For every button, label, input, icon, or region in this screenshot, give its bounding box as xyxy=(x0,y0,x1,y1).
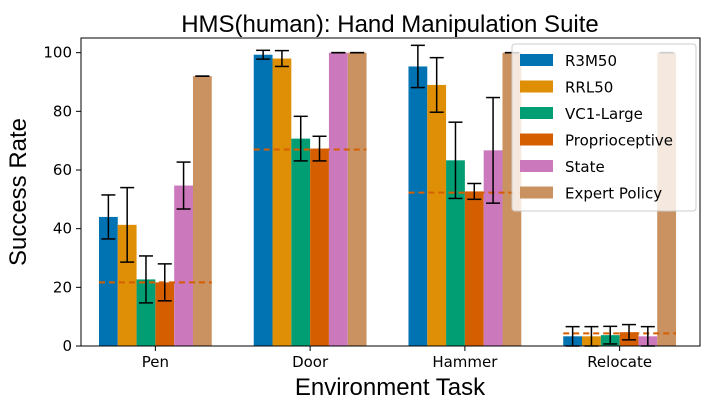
bar-proprioceptive-hammer xyxy=(464,191,484,346)
error-bar-vc1-large-hammer xyxy=(448,121,463,200)
bar-state-pen xyxy=(174,185,193,346)
x-axis: Pen Door Hammer Relocate xyxy=(142,346,652,371)
error-bar-vc1-large-door xyxy=(293,115,308,162)
bar-vc1-large-hammer xyxy=(446,160,465,346)
error-bar-proprioceptive-pen xyxy=(157,263,172,302)
chart-title: HMS(human): Hand Manipulation Suite xyxy=(181,11,599,38)
bar-r3m50-door xyxy=(253,54,273,346)
bar-state-door xyxy=(328,52,348,347)
legend-swatch-proprioceptive xyxy=(520,133,553,146)
legend-label-state: State xyxy=(565,158,605,176)
error-bar-rrl50-door xyxy=(274,49,289,68)
error-bar-r3m50-hammer xyxy=(410,44,425,89)
x-tick-label-pen: Pen xyxy=(142,353,169,371)
bar-proprioceptive-pen xyxy=(155,282,175,346)
bar-r3m50-hammer xyxy=(408,66,428,346)
y-tick-label: 0 xyxy=(62,337,72,355)
bars-layer xyxy=(98,52,677,347)
x-tick-label-relocate: Relocate xyxy=(587,353,652,371)
error-bar-proprioceptive-relocate xyxy=(622,323,637,341)
y-axis-title: Success Rate xyxy=(5,118,32,266)
legend-swatch-expert-policy xyxy=(520,186,553,199)
y-tick-label: 40 xyxy=(53,220,72,238)
legend-label-expert-policy: Expert Policy xyxy=(565,185,662,203)
y-axis: 0 20 40 60 80 100 xyxy=(43,44,81,355)
y-tick-label: 80 xyxy=(53,102,72,120)
error-bar-rrl50-hammer xyxy=(429,56,444,113)
bar-vc1-large-pen xyxy=(136,279,156,346)
x-tick-label-hammer: Hammer xyxy=(432,353,498,371)
legend-label-rrl50: RRL50 xyxy=(565,79,613,97)
error-bar-rrl50-pen xyxy=(120,186,135,263)
y-tick-label: 100 xyxy=(43,44,72,62)
bar-expert-policy-pen xyxy=(192,76,212,346)
bar-rrl50-hammer xyxy=(427,84,447,347)
y-tick-label: 60 xyxy=(53,161,72,179)
legend: R3M50 RRL50 VC1-Large Proprioceptive State Ex… xyxy=(511,43,697,212)
legend-label-r3m50: R3M50 xyxy=(565,52,617,70)
bar-vc1-large-door xyxy=(291,138,311,346)
bar-rrl50-pen xyxy=(117,224,137,346)
legend-swatch-state xyxy=(520,160,553,172)
error-bar-state-pen xyxy=(176,161,191,210)
bar-r3m50-pen xyxy=(98,216,118,346)
y-tick-label: 20 xyxy=(53,278,72,296)
bar-state-hammer xyxy=(483,150,503,346)
bar-expert-policy-door xyxy=(347,52,367,347)
legend-box xyxy=(511,43,697,212)
legend-label-proprioceptive: Proprioceptive xyxy=(565,132,673,150)
error-bar-state-hammer xyxy=(486,96,501,204)
error-bar-proprioceptive-hammer xyxy=(467,182,482,201)
legend-label-vc1-large: VC1-Large xyxy=(565,105,643,123)
error-bar-vc1-large-relocate xyxy=(603,325,618,345)
error-bar-proprioceptive-door xyxy=(312,135,327,162)
plot-area-frame xyxy=(80,37,701,347)
bar-proprioceptive-door xyxy=(310,148,329,346)
error-bar-r3m50-pen xyxy=(101,194,116,240)
reference-lines-layer xyxy=(98,148,677,335)
x-axis-title: Environment Task xyxy=(295,374,486,401)
legend-swatch-r3m50 xyxy=(520,54,553,66)
legend-swatch-vc1-large xyxy=(520,107,553,119)
x-tick-label-door: Door xyxy=(292,353,329,371)
error-bar-vc1-large-pen xyxy=(138,255,153,304)
error-bar-r3m50-door xyxy=(256,49,271,60)
bar-rrl50-door xyxy=(272,58,292,346)
legend-swatch-rrl50 xyxy=(520,80,553,93)
